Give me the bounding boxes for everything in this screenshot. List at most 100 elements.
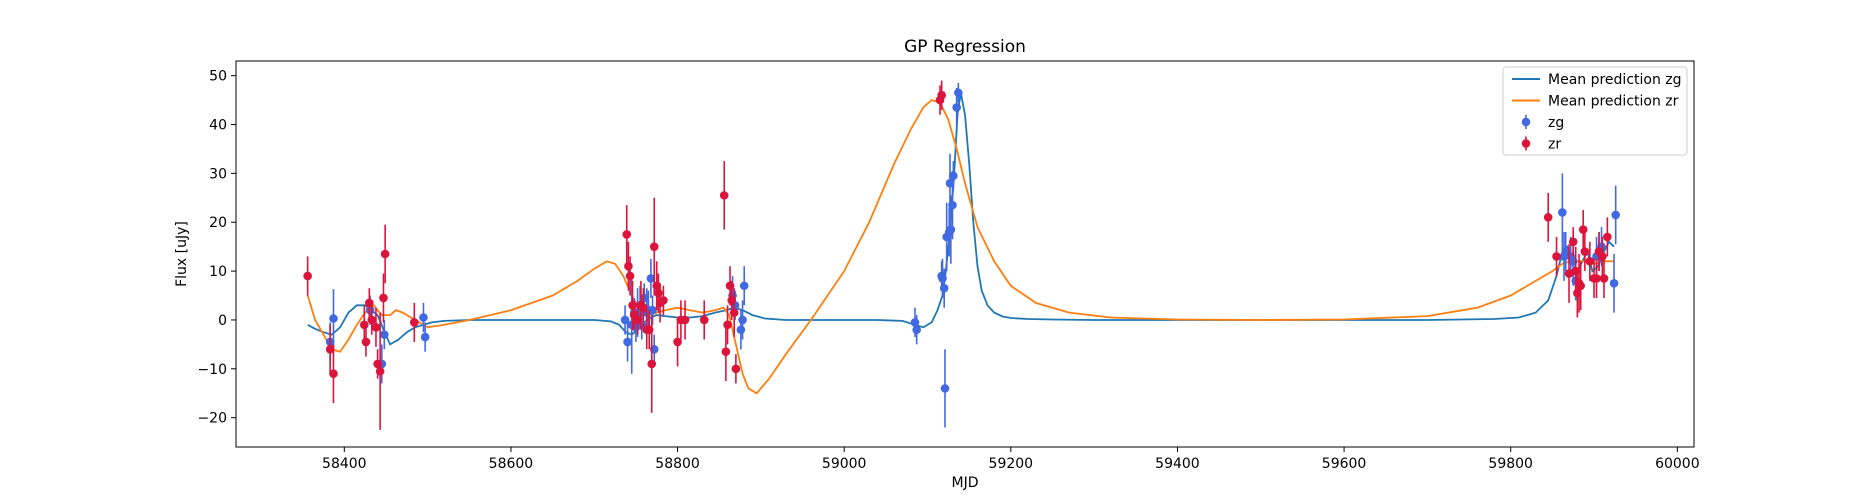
marker — [379, 330, 389, 339]
marker — [723, 320, 732, 330]
marker — [646, 274, 656, 283]
data-point-zg — [420, 322, 430, 352]
x-tick-label: 58400 — [322, 456, 367, 472]
x-tick-label: 58800 — [655, 456, 700, 472]
marker — [940, 384, 950, 393]
marker — [1580, 247, 1590, 256]
marker — [1552, 252, 1561, 261]
marker — [736, 325, 746, 335]
data-point-zr — [633, 305, 642, 335]
legend-label: Mean prediction zr — [1548, 94, 1679, 110]
marker — [620, 315, 630, 325]
data-point-zg — [739, 266, 749, 306]
data-point-zg — [646, 258, 656, 298]
data-point-zr — [649, 197, 659, 296]
y-axis-title: Flux [uJy] — [174, 221, 190, 287]
marker — [721, 347, 731, 357]
marker — [1564, 269, 1574, 278]
marker — [731, 364, 741, 374]
x-tick-label: 59600 — [1322, 456, 1367, 472]
plot-frame — [235, 60, 1695, 448]
marker — [949, 171, 958, 181]
marker — [1611, 210, 1620, 220]
x-axis: 58400 58600 58800 59000 59200 59400 59600 59800… — [322, 447, 1700, 472]
data-point-zr — [729, 288, 739, 338]
marker — [409, 318, 419, 327]
data-point-zr — [659, 285, 668, 316]
chart-title: GP Regression — [904, 37, 1026, 57]
marker — [325, 344, 335, 354]
marker — [624, 261, 633, 271]
legend-label: zg — [1548, 115, 1564, 131]
data-point-zr — [699, 300, 709, 340]
data-point-zr — [647, 315, 657, 413]
marker — [954, 88, 963, 98]
data-point-zg — [648, 295, 657, 325]
marker — [729, 308, 739, 317]
marker — [371, 322, 381, 332]
legend-entry: zr — [1521, 136, 1561, 153]
legend-entry: zg — [1521, 115, 1564, 131]
data-point-zr — [622, 205, 632, 264]
marker — [648, 305, 657, 315]
marker — [946, 225, 956, 234]
data-point-zg — [939, 268, 949, 308]
marker — [912, 325, 921, 335]
legend-marker-swatch — [1521, 139, 1531, 148]
marker — [1558, 208, 1567, 217]
data-point-zr — [1598, 236, 1607, 276]
data-point-zr — [625, 256, 635, 296]
y-tick-label: −20 — [197, 411, 227, 427]
data-point-zr — [937, 80, 946, 110]
prediction-line-zg — [307, 92, 1615, 346]
legend-entry: Mean prediction zr — [1512, 94, 1679, 110]
data-point-zr — [409, 302, 419, 342]
data-point-zg — [623, 322, 632, 362]
x-tick-label: 58600 — [489, 456, 534, 472]
data-point-zg — [379, 319, 389, 350]
marker — [365, 298, 374, 308]
data-point-zg — [954, 82, 963, 103]
data-point-zr — [680, 300, 690, 340]
marker — [738, 315, 747, 325]
x-tick-label: 59800 — [1488, 456, 1533, 472]
y-tick-label: −10 — [197, 362, 227, 378]
marker — [375, 366, 385, 376]
legend-entry: Mean prediction zg — [1512, 72, 1682, 88]
marker — [622, 230, 632, 239]
marker — [628, 301, 637, 310]
marker — [639, 303, 648, 313]
marker — [1568, 237, 1578, 247]
data-point-zr — [379, 273, 388, 323]
marker — [1609, 279, 1619, 288]
data-point-zr — [303, 256, 312, 296]
marker — [673, 337, 682, 347]
marker — [1598, 252, 1607, 261]
data-point-zr — [1580, 232, 1590, 272]
marker — [623, 337, 632, 347]
data-point-zg — [949, 161, 958, 191]
data-point-zr — [360, 305, 369, 345]
data-point-zg — [1558, 173, 1567, 252]
y-tick-label: 50 — [209, 69, 227, 85]
marker — [910, 318, 920, 327]
data-point-zr — [723, 305, 732, 345]
marker — [647, 359, 657, 369]
marker — [1592, 274, 1601, 283]
data-point-zg — [940, 349, 950, 428]
data-point-zg — [1611, 185, 1620, 245]
marker — [680, 315, 690, 325]
data-point-zr — [1576, 261, 1585, 311]
x-tick-label: 59400 — [1155, 456, 1200, 472]
marker — [361, 337, 371, 347]
marker — [379, 293, 388, 303]
marker — [360, 320, 369, 330]
marker — [937, 90, 946, 100]
marker — [938, 274, 947, 283]
data-point-zr — [1578, 210, 1588, 250]
data-point-zg — [620, 305, 630, 335]
marker — [303, 271, 312, 281]
data-point-zr — [329, 344, 338, 404]
